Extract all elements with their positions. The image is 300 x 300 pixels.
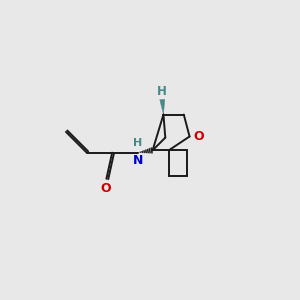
Text: O: O: [100, 182, 111, 194]
Polygon shape: [160, 99, 165, 115]
Text: O: O: [194, 130, 204, 142]
Text: N: N: [132, 154, 143, 167]
Text: H: H: [133, 138, 142, 148]
Text: H: H: [158, 85, 167, 98]
